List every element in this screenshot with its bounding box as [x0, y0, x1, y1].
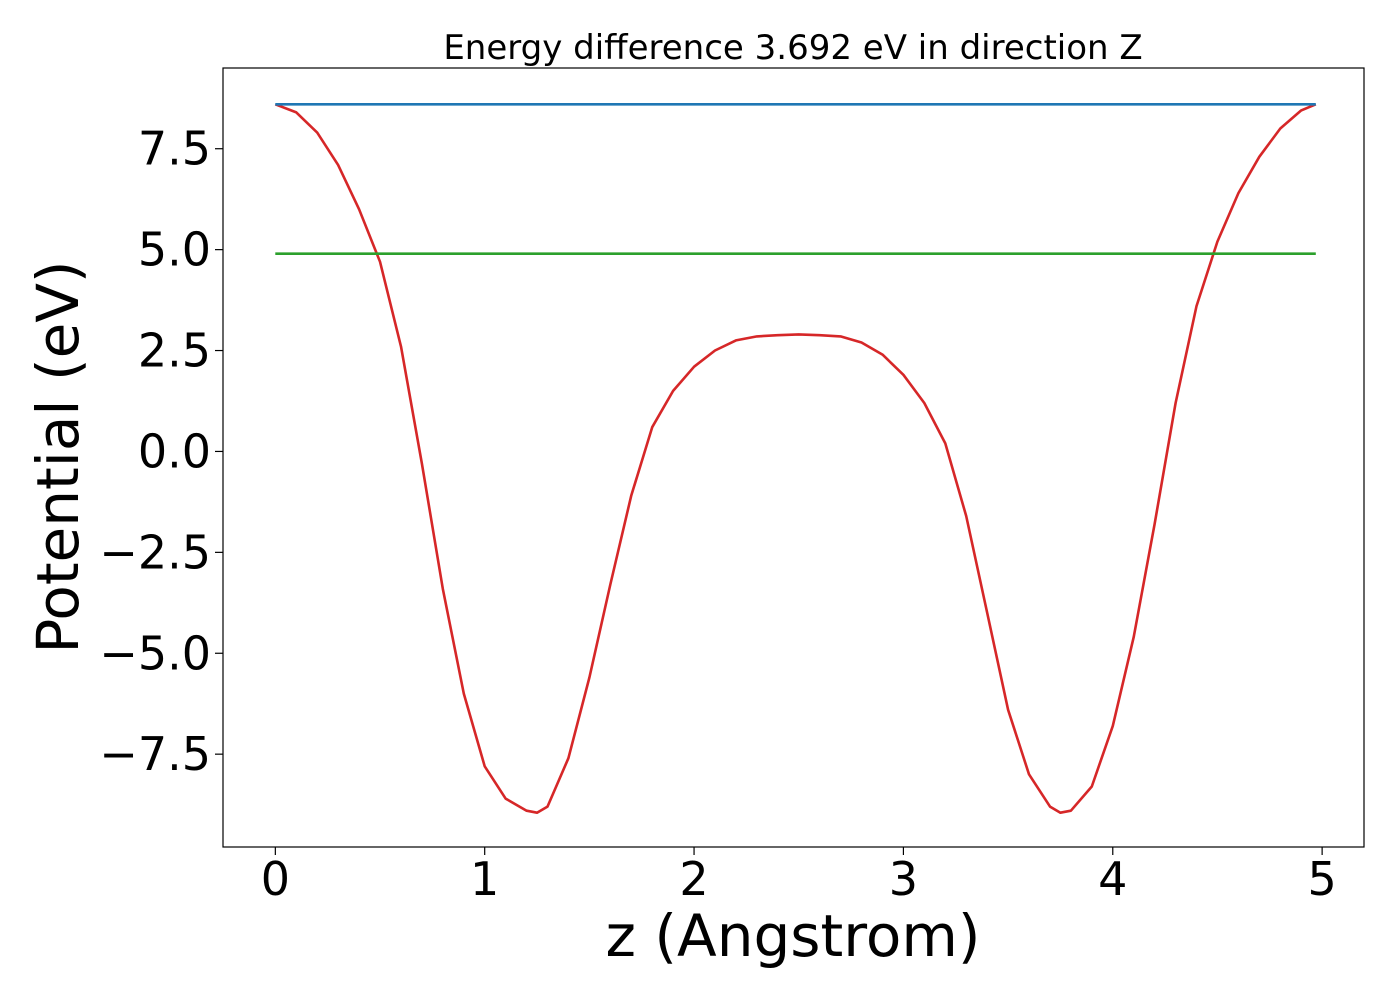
y-ticks: −7.5 −5.0 −2.5 0.0 2.5 5.0 7.5 [99, 122, 223, 781]
y-tick-label: 2.5 [138, 324, 211, 378]
x-tick-label: 4 [1098, 852, 1127, 906]
series-layer [274, 103, 1317, 815]
x-tick-label: 1 [470, 852, 499, 906]
y-tick-label: 7.5 [138, 122, 211, 176]
x-ticks: 0 1 2 3 4 5 [261, 847, 1337, 906]
y-tick-label: 5.0 [138, 223, 211, 277]
y-tick-label: −7.5 [99, 727, 211, 781]
chart-title: Energy difference 3.692 eV in direction … [443, 28, 1142, 68]
series-line-0 [274, 103, 1317, 815]
y-tick-label: −5.0 [99, 626, 211, 680]
x-tick-label: 0 [261, 852, 290, 906]
y-tick-label: −2.5 [99, 525, 211, 579]
plot-frame [222, 67, 1365, 848]
y-tick-label: 0.0 [138, 424, 211, 478]
y-axis-label: Potential (eV) [24, 260, 92, 653]
x-tick-label: 3 [889, 852, 918, 906]
x-tick-label: 5 [1307, 852, 1336, 906]
x-tick-label: 2 [679, 852, 708, 906]
x-axis-label: z (Angstrom) [606, 902, 981, 970]
